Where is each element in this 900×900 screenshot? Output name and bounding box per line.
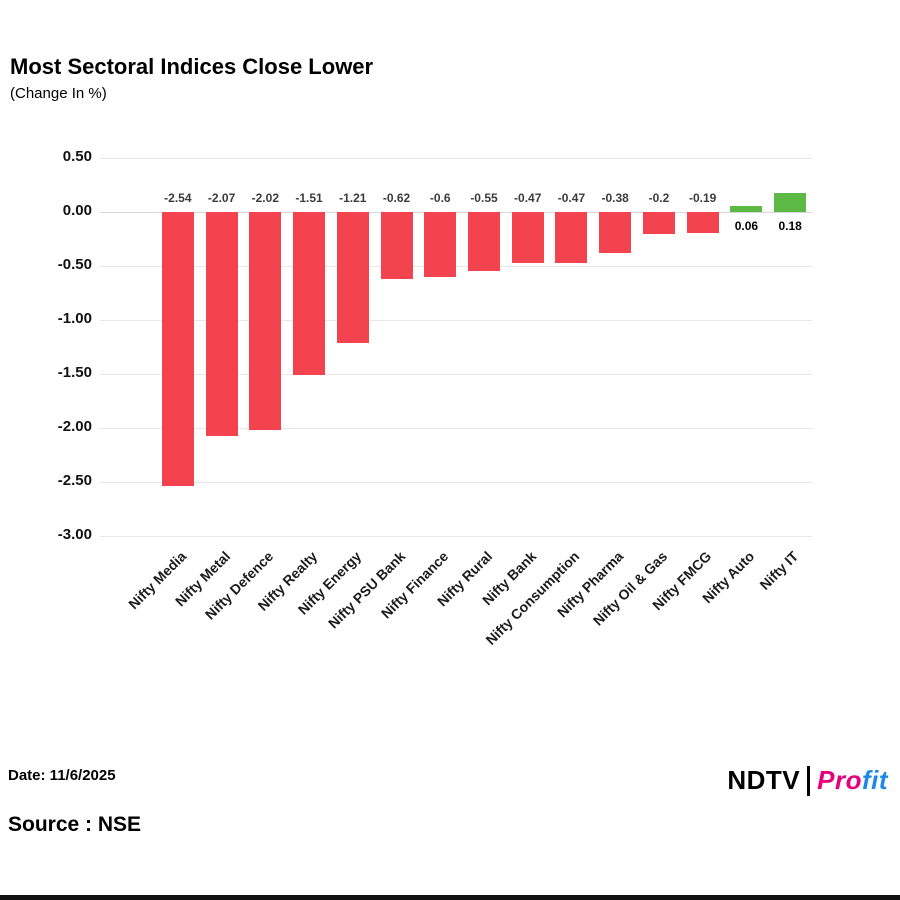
- profit-fit-text: fit: [861, 765, 888, 795]
- bar-value-label: -2.07: [207, 191, 236, 205]
- y-axis-tick-label: -2.00: [57, 418, 92, 435]
- profit-wordmark: Profit: [817, 765, 888, 796]
- bar-value-label: -0.38: [601, 191, 629, 205]
- y-axis-tick-label: 0.50: [62, 148, 92, 165]
- bar-value-label: -0.19: [688, 191, 717, 205]
- bar-chart: 0.50 0.00 -0.50 -1.00 -1.50 -2.00 -2.50 -3.00 -2…: [57, 148, 812, 648]
- bar-nifty-pharma: [599, 212, 632, 254]
- bar-value-label: -1.21: [339, 191, 367, 205]
- bar-value-label: -2.54: [164, 191, 192, 205]
- bar-nifty-media: [161, 212, 194, 487]
- page-subtitle: (Change In %): [10, 85, 107, 102]
- bar-nifty-fmcg: [686, 212, 719, 233]
- bar-nifty-oil-gas: [642, 212, 675, 234]
- bar-value-label: -0.2: [648, 191, 670, 205]
- y-axis-tick-label: -2.50: [57, 472, 92, 489]
- bar-value-label: -1.51: [295, 191, 323, 205]
- gridline: [100, 374, 812, 375]
- gridline: [100, 482, 812, 483]
- bar-value-label: -0.6: [429, 191, 451, 205]
- bar-value-label: -0.47: [514, 191, 542, 205]
- y-axis-tick-label: -0.50: [57, 256, 92, 273]
- bar-value-label: 0.06: [734, 219, 759, 233]
- ndtv-profit-logo: NDTV Profit: [727, 765, 888, 796]
- logo-separator: [807, 765, 811, 796]
- gridline: [100, 320, 812, 321]
- bar-nifty-realty: [293, 212, 326, 376]
- bar-value-label: 0.18: [778, 219, 802, 233]
- page-title: Most Sectoral Indices Close Lower: [10, 54, 374, 79]
- bar-nifty-defence: [249, 212, 282, 431]
- bar-nifty-it: [774, 192, 807, 212]
- y-axis-tick-label: 0.00: [62, 202, 92, 219]
- bar-nifty-energy: [336, 212, 369, 343]
- bar-value-label: -0.47: [557, 191, 586, 205]
- footer-source: Source : NSE: [8, 813, 142, 836]
- ndtv-wordmark: NDTV: [727, 765, 801, 795]
- y-axis-tick-label: -3.00: [57, 526, 92, 543]
- bar-value-label: -0.55: [470, 191, 498, 205]
- bar-nifty-finance: [424, 212, 457, 277]
- bar-nifty-metal: [205, 212, 238, 436]
- footer-date: Date: 11/6/2025: [8, 767, 116, 784]
- bar-value-label: -2.02: [251, 191, 279, 205]
- bar-nifty-psu-bank: [380, 212, 413, 279]
- y-axis-tick-label: -1.00: [57, 310, 92, 327]
- gridline: [100, 158, 812, 159]
- gridline: [100, 428, 812, 429]
- bar-nifty-bank: [511, 212, 544, 263]
- bar-nifty-auto: [730, 205, 763, 212]
- profit-pro-text: Pro: [817, 765, 862, 795]
- bar-nifty-rural: [468, 212, 500, 272]
- bottom-border: [0, 895, 900, 900]
- bar-nifty-consumption: [555, 212, 588, 263]
- bar-value-label: -0.62: [382, 191, 411, 205]
- y-axis-tick-label: -1.50: [57, 364, 92, 381]
- gridline: [100, 536, 812, 537]
